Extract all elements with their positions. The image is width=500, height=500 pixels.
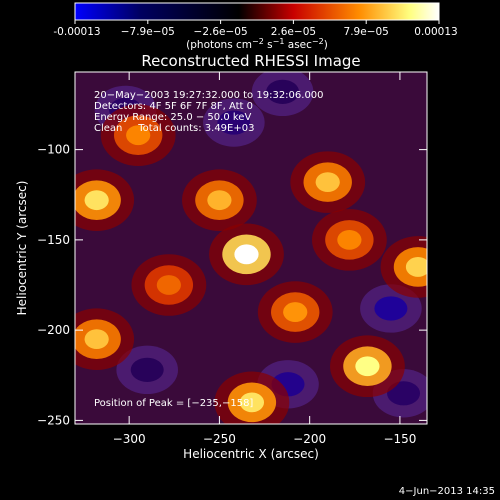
colorbar-gradient: [74, 2, 440, 21]
source-core: [84, 190, 109, 211]
plot-frame: [74, 71, 428, 425]
colorbar-ticks: -0.00013 −7.9e−05 −2.6e−05 2.6e−05 7.9e−05 0.…: [53, 20, 458, 38]
info-line-detectors: Detectors: 4F 5F 6F 7F 8F, Att 0: [94, 101, 253, 112]
y-tick-label: −100: [37, 143, 70, 157]
dim-source-core: [374, 296, 408, 321]
y-tick-label: −250: [37, 413, 70, 427]
colorbar-tick-label: −7.9e−05: [121, 26, 175, 38]
colorbar-tick-label: 0.00013: [414, 26, 457, 38]
colorbar-tick-label: 7.9e−05: [344, 26, 389, 38]
y-tick-label: −200: [37, 323, 70, 337]
x-axis: −300 −250 −200 −150: [113, 72, 416, 446]
source-core: [156, 275, 181, 295]
y-tick-label: −150: [37, 233, 70, 247]
source-core: [234, 244, 259, 265]
colorbar: -0.00013 −7.9e−05 −2.6e−05 2.6e−05 7.9e−05 0.…: [53, 2, 458, 51]
y-axis: −250 −200 −150 −100: [37, 143, 427, 427]
source-core: [355, 356, 380, 377]
dim-source-core: [217, 110, 251, 135]
source-core: [315, 172, 340, 193]
colorbar-tick-label: −2.6e−05: [194, 26, 248, 38]
footer-timestamp: 4−Jun−2013 14:35: [399, 486, 495, 497]
plot-area: [75, 72, 427, 424]
source-core: [405, 257, 427, 277]
observation-info: 20−May−2003 19:27:32.000 to 19:32:06.000…: [94, 90, 324, 134]
info-line-energy: Energy Range: 25.0 − 50.0 keV: [94, 112, 251, 123]
y-axis-label: Heliocentric Y (arcsec): [15, 181, 29, 316]
colorbar-units: (photons cm−2 s−1 asec−2): [186, 37, 328, 51]
x-tick-label: −250: [203, 432, 236, 446]
colorbar-tick-label: 2.6e−05: [271, 26, 316, 38]
dim-source-core: [266, 79, 300, 104]
info-line-time: 20−May−2003 19:27:32.000 to 19:32:06.000: [94, 90, 324, 101]
info-line-counts: Clean Total counts: 3.49E+03: [94, 123, 254, 134]
x-axis-label: Heliocentric X (arcsec): [183, 447, 319, 461]
dim-source-core: [387, 381, 421, 406]
source-core: [84, 329, 109, 350]
chart-title: Reconstructed RHESSI Image: [141, 52, 360, 70]
emission-map: [75, 72, 427, 424]
x-tick-label: −200: [293, 432, 326, 446]
colorbar-tick-label: -0.00013: [53, 26, 100, 38]
dim-source-core: [130, 357, 164, 382]
source-core: [283, 302, 308, 322]
x-tick-label: −300: [113, 432, 146, 446]
x-tick-label: −150: [383, 432, 416, 446]
source-core: [126, 125, 151, 146]
source-core: [239, 392, 265, 413]
source-core: [207, 190, 232, 211]
source-core: [337, 229, 362, 250]
peak-position-label: Position of Peak = [−235,−158]: [94, 398, 253, 409]
